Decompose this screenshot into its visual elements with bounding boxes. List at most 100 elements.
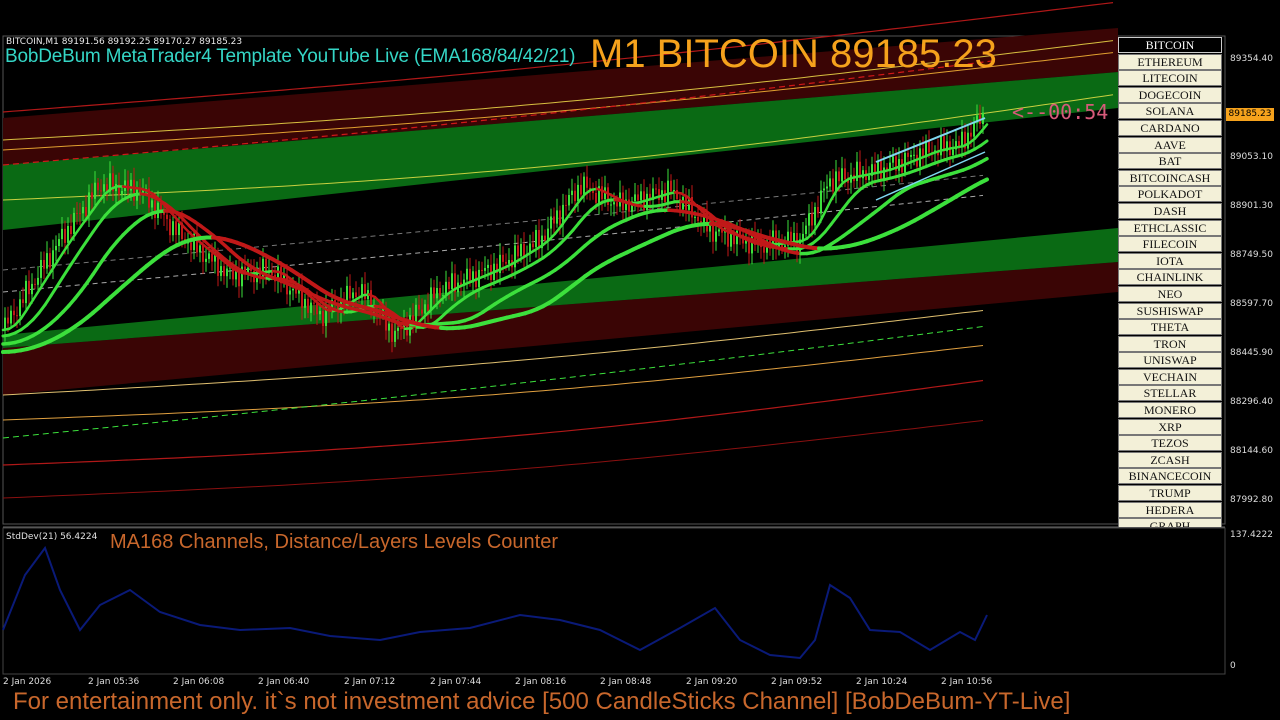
candle-body xyxy=(529,243,531,254)
candle-body xyxy=(238,270,240,287)
symbol-button-trump[interactable]: TRUMP xyxy=(1118,485,1222,502)
symbol-button-bitcoincash[interactable]: BITCOINCASH xyxy=(1118,169,1222,186)
candle-body xyxy=(337,304,339,312)
candle-body xyxy=(361,284,363,298)
symbol-button-theta[interactable]: THETA xyxy=(1118,319,1222,336)
symbol-button-aave[interactable]: AAVE xyxy=(1118,136,1222,153)
candle-body xyxy=(67,226,69,243)
trend-line-lower xyxy=(875,151,986,201)
symbol-button-filecoin[interactable]: FILECOIN xyxy=(1118,236,1222,253)
symbol-button-stellar[interactable]: STELLAR xyxy=(1118,385,1222,402)
symbol-button-zcash[interactable]: ZCASH xyxy=(1118,451,1222,468)
ema-segment xyxy=(85,208,95,220)
price-label: 88445.90 xyxy=(1230,348,1273,358)
candle-body xyxy=(943,136,945,152)
symbol-button-bitcoin[interactable]: BITCOIN xyxy=(1118,37,1222,53)
candle-body xyxy=(391,323,393,342)
candle-body xyxy=(355,292,357,297)
symbol-button-solana[interactable]: SOLANA xyxy=(1118,103,1222,120)
symbol-button-monero[interactable]: MONERO xyxy=(1118,402,1222,419)
candle-body xyxy=(448,281,450,289)
candle-body xyxy=(364,284,366,300)
symbol-button-tezos[interactable]: TEZOS xyxy=(1118,435,1222,452)
candle-body xyxy=(343,299,345,308)
candle-body xyxy=(277,266,279,282)
price-label: 88597.70 xyxy=(1230,299,1273,309)
candle-body xyxy=(649,193,651,201)
candle-body xyxy=(520,244,522,257)
ema-segment xyxy=(979,156,989,164)
candle-body xyxy=(220,266,222,276)
candle-body xyxy=(142,189,144,193)
envelope-line xyxy=(2,52,1114,151)
symbol-button-xrp[interactable]: XRP xyxy=(1118,418,1222,435)
candle-body xyxy=(241,266,243,287)
candle-body xyxy=(817,207,819,214)
candle-body xyxy=(904,152,906,173)
symbol-button-bat[interactable]: BAT xyxy=(1118,153,1222,170)
candle-body xyxy=(430,287,432,311)
symbol-button-uniswap[interactable]: UNISWAP xyxy=(1118,352,1222,369)
symbol-button-dash[interactable]: DASH xyxy=(1118,202,1222,219)
ema-segment xyxy=(31,289,41,302)
candle-body xyxy=(763,247,765,253)
ema-segment xyxy=(841,199,851,211)
ema-segment xyxy=(61,266,71,279)
candle-body xyxy=(562,204,564,226)
symbol-button-dogecoin[interactable]: DOGECOIN xyxy=(1118,86,1222,103)
candle-body xyxy=(325,305,327,326)
candle-body xyxy=(598,186,600,203)
candle-body xyxy=(91,192,93,199)
ema-segment xyxy=(91,221,101,234)
symbol-button-cardano[interactable]: CARDANO xyxy=(1118,119,1222,136)
envelope-line xyxy=(2,40,1114,141)
candle-body xyxy=(670,180,672,192)
symbol-button-iota[interactable]: IOTA xyxy=(1118,252,1222,269)
symbol-button-litecoin[interactable]: LITECOIN xyxy=(1118,70,1222,87)
candle-body xyxy=(859,161,861,179)
candle-body xyxy=(811,213,813,226)
candle-body xyxy=(103,184,105,192)
candle-body xyxy=(874,164,876,173)
stddev-line xyxy=(2,545,988,660)
indicator-frame xyxy=(2,527,1226,675)
candle-body xyxy=(235,270,237,280)
candle-body xyxy=(100,190,102,192)
candle-body xyxy=(676,190,678,199)
candle-body xyxy=(589,187,591,190)
current-price-tag: 89185.23 xyxy=(1226,108,1274,121)
symbol-button-ethereum[interactable]: ETHEREUM xyxy=(1118,53,1222,70)
envelope-line xyxy=(2,420,984,499)
candle-countdown: <--00:54 xyxy=(1012,100,1109,124)
candle-body xyxy=(565,204,567,206)
symbol-button-graph[interactable]: GRAPH xyxy=(1118,518,1222,527)
symbol-button-polkadot[interactable]: POLKADOT xyxy=(1118,186,1222,203)
ema-segment xyxy=(811,222,821,235)
mid-dashed-line xyxy=(2,194,984,293)
candle-body xyxy=(322,310,324,326)
candle-body xyxy=(976,115,978,123)
candle-body xyxy=(790,231,792,245)
symbol-button-chainlink[interactable]: CHAINLINK xyxy=(1118,269,1222,286)
candle-body xyxy=(781,242,783,248)
indicator-label: StdDev(21) 56.4224 xyxy=(6,532,98,542)
candle-body xyxy=(34,283,36,285)
symbol-button-vechain[interactable]: VECHAIN xyxy=(1118,368,1222,385)
ema-segment xyxy=(37,279,47,292)
ema-segment xyxy=(979,177,989,185)
candle-body xyxy=(667,180,669,203)
candle-body xyxy=(211,253,213,262)
candle-body xyxy=(307,298,309,313)
symbol-button-neo[interactable]: NEO xyxy=(1118,285,1222,302)
symbol-button-ethclassic[interactable]: ETHCLASSIC xyxy=(1118,219,1222,236)
symbol-button-sushiswap[interactable]: SUSHISWAP xyxy=(1118,302,1222,319)
symbol-button-tron[interactable]: TRON xyxy=(1118,335,1222,352)
candle-body xyxy=(199,245,201,253)
symbol-button-binancecoin[interactable]: BINANCECOIN xyxy=(1118,468,1222,485)
symbol-button-hedera[interactable]: HEDERA xyxy=(1118,501,1222,518)
candle-body xyxy=(229,267,231,269)
candle-body xyxy=(49,253,51,268)
ema-segment xyxy=(13,317,23,327)
candle-body xyxy=(832,178,834,192)
